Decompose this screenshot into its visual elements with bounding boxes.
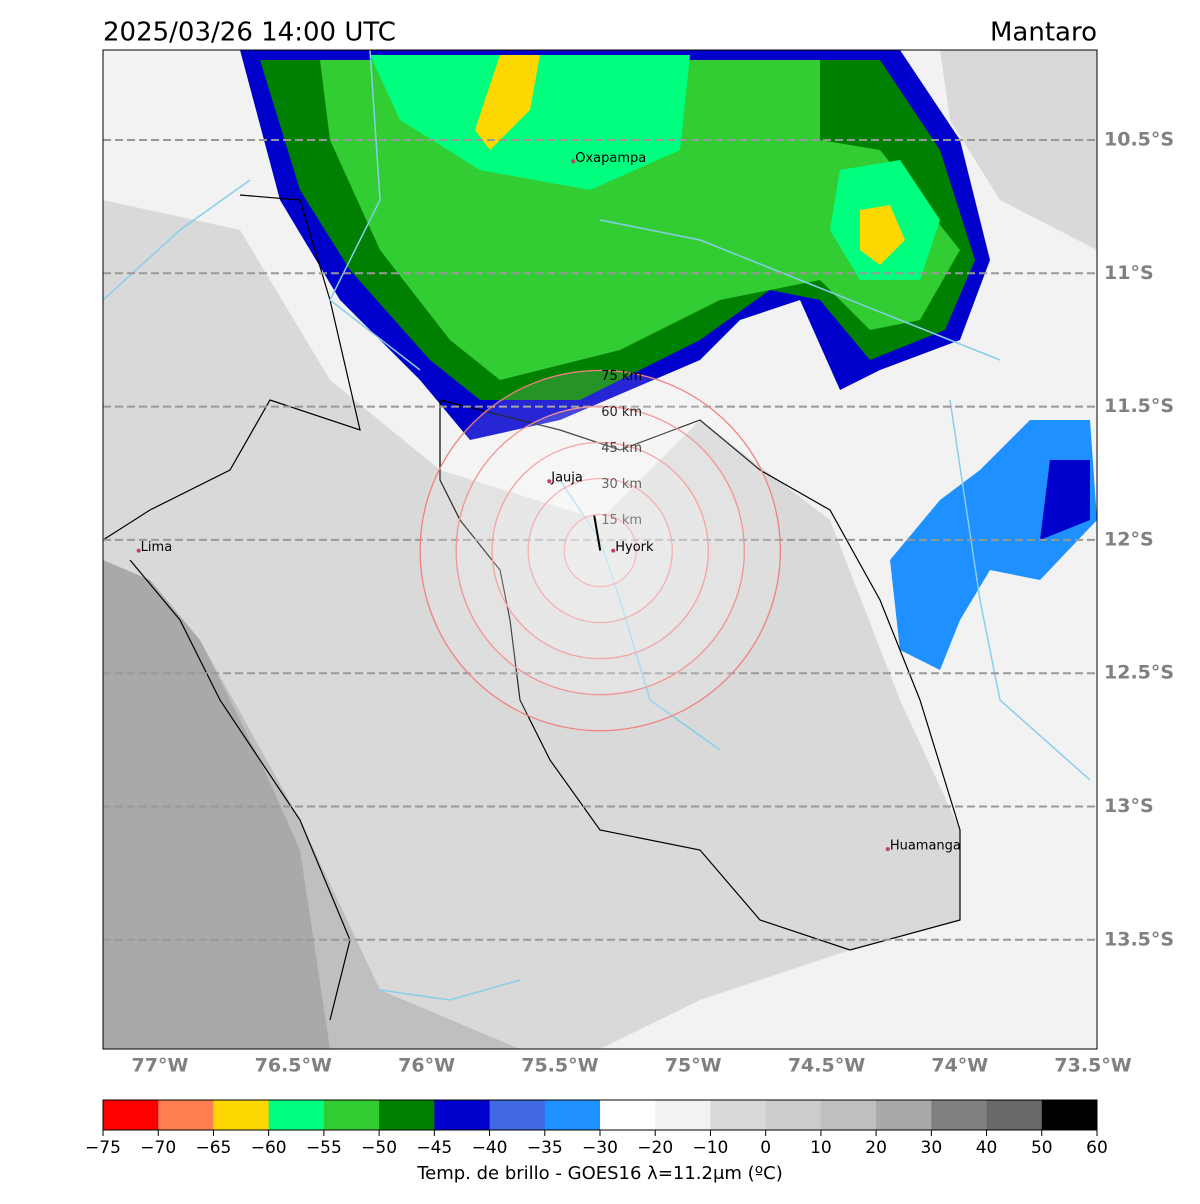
cloud-blue-east — [890, 420, 1097, 670]
land-ne — [940, 50, 1097, 250]
colorbar-tick-label: −45 — [416, 1138, 452, 1158]
colorbar-bin — [600, 1100, 656, 1130]
colorbar-bin — [544, 1100, 601, 1130]
title: 2025/03/26 14:00 UTC — [103, 18, 396, 48]
place-label: Hyork — [615, 540, 654, 555]
lon-tick-label: 74.5°W — [788, 1055, 865, 1077]
lat-tick-label: 13.5°S — [1104, 928, 1174, 950]
lat-tick-label: 11.5°S — [1104, 395, 1174, 417]
colorbar-bin — [986, 1100, 1043, 1130]
colorbar-tick-label: −50 — [361, 1138, 397, 1158]
colorbar-bin — [323, 1100, 380, 1130]
colorbar-bin — [434, 1100, 491, 1130]
colorbar-tick-label: −70 — [140, 1138, 176, 1158]
colorbar-bin — [489, 1100, 546, 1130]
land-mid — [103, 200, 960, 1049]
lon-tick-label: 74°W — [931, 1055, 988, 1077]
place-marker — [571, 159, 576, 164]
colorbar-tick-label: −10 — [692, 1138, 728, 1158]
colorbar-bin — [765, 1100, 822, 1130]
lon-tick-label: 73.5°W — [1054, 1055, 1131, 1077]
colorbar-tick-label: 30 — [921, 1138, 943, 1158]
place-marker — [547, 479, 552, 484]
lon-tick-label: 75°W — [665, 1055, 722, 1077]
basin-outline — [439, 399, 961, 951]
place-marker — [136, 548, 141, 553]
colorbar-bin — [213, 1100, 270, 1130]
rivers — [103, 50, 1091, 1001]
colorbar-label: Temp. de brillo - GOES16 λ=11.2μm (ºC) — [416, 1163, 783, 1184]
colorbar-bin — [820, 1100, 877, 1130]
colorbar-bin — [931, 1100, 988, 1130]
colorbar-bin — [379, 1100, 435, 1130]
ocean — [103, 560, 330, 1049]
region-title: Mantaro — [990, 18, 1097, 48]
place-label: Jauja — [550, 471, 583, 486]
colorbar-tick-label: 20 — [865, 1138, 887, 1158]
colorbar-tick-label: −40 — [472, 1138, 508, 1158]
cloud-yellow — [860, 205, 905, 265]
colorbar-tick-label: 50 — [1031, 1138, 1053, 1158]
colorbar-bin — [158, 1100, 214, 1130]
colorbar-bin — [655, 1100, 711, 1130]
lon-tick-label: 75.5°W — [521, 1055, 598, 1077]
place-marker — [611, 548, 616, 553]
ring-label: 75 km — [601, 369, 642, 384]
colorbar-bin — [876, 1100, 932, 1130]
lat-tick-label: 12°S — [1104, 528, 1154, 550]
overlay: 15 km 30 km 45 km 60 km 75 km Oxapampa Jauja Hy… — [136, 151, 961, 854]
colorbar-tick-label: −20 — [637, 1138, 673, 1158]
colorbar-tick-label: 40 — [976, 1138, 998, 1158]
colorbar: −75 −70 −65 −60 −55 −50 −45 −40 −35 −30 −20 −10 0 10 2… — [85, 1099, 1108, 1158]
lat-tick-label: 11°S — [1104, 262, 1154, 284]
cloud-blue-east — [1040, 460, 1090, 540]
lon-tick-label: 76.5°W — [255, 1055, 332, 1077]
colorbar-tick-label: −55 — [306, 1138, 342, 1158]
lat-tick-label: 10.5°S — [1104, 129, 1174, 151]
lat-tick-label: 12.5°S — [1104, 662, 1174, 684]
place-label: Huamanga — [890, 839, 961, 854]
lon-tick-label: 77°W — [132, 1055, 189, 1077]
colorbar-tick-label: 10 — [810, 1138, 832, 1158]
place-label: Oxapampa — [575, 151, 646, 166]
ring-label: 15 km — [601, 513, 642, 528]
colorbar-tick-label: 0 — [760, 1138, 771, 1158]
colorbar-bin — [710, 1100, 767, 1130]
colorbar-bin — [1041, 1100, 1098, 1130]
colorbar-tick-label: −65 — [195, 1138, 231, 1158]
map-layers: 15 km 30 km 45 km 60 km 75 km Oxapampa Jauja Hy… — [103, 50, 1097, 1049]
lat-tick-label: 13°S — [1104, 795, 1154, 817]
cloud-lightgreen — [370, 55, 690, 190]
coast-border — [103, 194, 361, 1021]
colorbar-tick-label: −35 — [527, 1138, 563, 1158]
lon-tick-label: 76°W — [398, 1055, 455, 1077]
ring-label: 30 km — [601, 477, 642, 492]
cloud-yellow — [475, 55, 540, 150]
colorbar-bin — [268, 1100, 325, 1130]
colorbar-tick-label: −30 — [582, 1138, 618, 1158]
ring-label: 60 km — [601, 405, 642, 420]
colorbar-tick-label: −75 — [85, 1138, 121, 1158]
colorbar-tick-label: −60 — [251, 1138, 287, 1158]
map-frame — [102, 49, 1098, 1050]
ring-label: 45 km — [601, 441, 642, 456]
colorbar-tick-label: 60 — [1086, 1138, 1108, 1158]
colorbar-bin — [103, 1100, 159, 1130]
axis-labels: 10.5°S 11°S 11.5°S 12°S 12.5°S 13°S 13.5°S 77°W… — [132, 129, 1175, 1077]
place-label: Lima — [141, 540, 172, 555]
place-marker — [885, 847, 890, 852]
site-line — [593, 515, 602, 551]
